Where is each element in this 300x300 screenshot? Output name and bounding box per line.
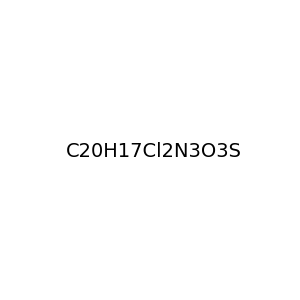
Text: C20H17Cl2N3O3S: C20H17Cl2N3O3S [66, 142, 242, 161]
